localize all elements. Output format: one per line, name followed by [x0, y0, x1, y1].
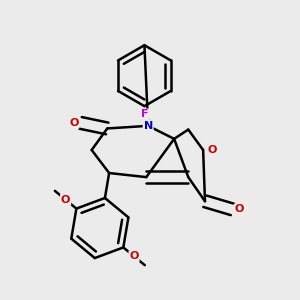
Text: O: O: [208, 145, 217, 155]
Text: O: O: [69, 118, 79, 128]
Text: O: O: [235, 204, 244, 214]
Text: F: F: [141, 109, 148, 119]
Text: O: O: [61, 195, 70, 205]
Text: O: O: [129, 251, 139, 261]
Text: N: N: [143, 121, 153, 131]
